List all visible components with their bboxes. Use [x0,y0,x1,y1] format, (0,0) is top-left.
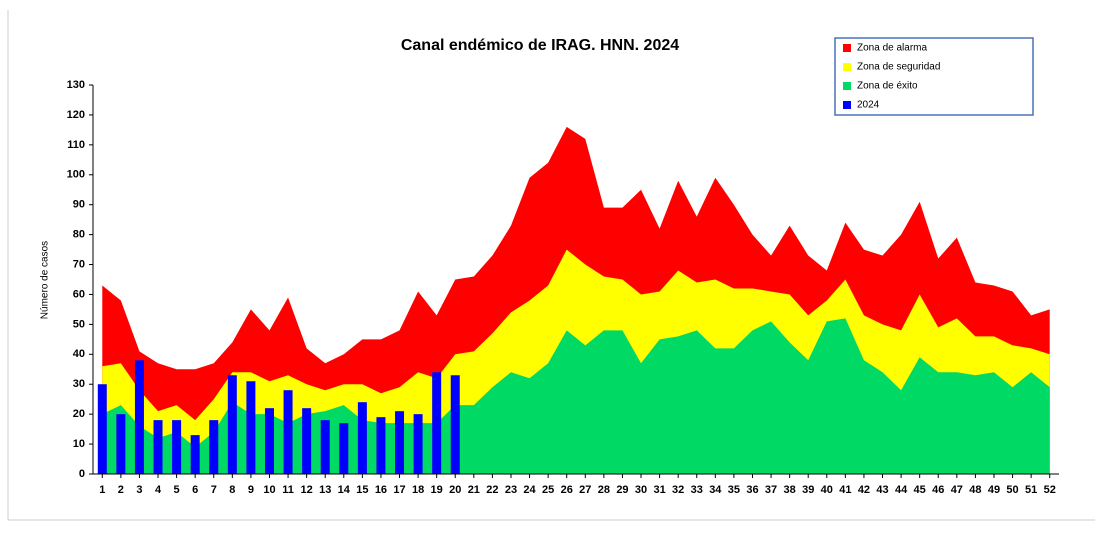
x-tick-label: 6 [192,484,198,496]
x-tick-label: 50 [1006,484,1018,496]
area [102,318,1050,474]
y-tick-label: 60 [73,288,85,300]
bar [190,435,200,474]
x-tick-label: 39 [802,484,814,496]
x-tick-label: 26 [561,484,573,496]
bar [227,375,237,474]
legend-swatch [843,82,851,90]
legend-box [834,37,1034,116]
x-tick-label: 7 [211,484,217,496]
x-tick-label: 5 [174,484,180,496]
y-tick-label: 10 [73,438,85,450]
x-tick-label: 23 [505,484,517,496]
bar [395,411,405,474]
bar [116,414,126,474]
bar [134,360,144,474]
x-tick-label: 32 [672,484,684,496]
legend-swatch [843,44,851,52]
legend-label: 2024 [857,100,880,111]
x-tick-label: 16 [375,484,387,496]
legend-swatch [843,63,851,71]
x-tick-label: 1 [99,484,105,496]
legend-label: Zona de alarma [857,43,927,54]
bar [283,390,293,474]
x-tick-label: 38 [784,484,796,496]
x-tick-label: 51 [1025,484,1037,496]
x-tick-label: 52 [1044,484,1056,496]
x-tick-label: 13 [319,484,331,496]
x-tick-label: 46 [932,484,944,496]
legend-label: Zona de seguridad [857,62,940,73]
y-tick-label: 50 [73,318,85,330]
bar [172,420,182,474]
x-tick-label: 17 [393,484,405,496]
x-tick-label: 9 [248,484,254,496]
x-tick-label: 36 [746,484,758,496]
x-tick-label: 33 [691,484,703,496]
bar [97,384,107,474]
y-axis-label: Número de casos [40,241,51,319]
x-tick-label: 18 [412,484,424,496]
x-tick-label: 20 [449,484,461,496]
y-tick-label: 30 [73,378,85,390]
bar [432,372,442,474]
y-tick-label: 90 [73,199,85,211]
y-tick-label: 20 [73,408,85,420]
y-tick-label: 100 [67,169,85,181]
bar [302,408,312,474]
bar [264,408,274,474]
x-tick-label: 10 [263,484,275,496]
legend-label: Zona de éxito [857,81,918,92]
x-tick-label: 43 [876,484,888,496]
bar [320,420,330,474]
x-tick-label: 8 [229,484,235,496]
y-tick-label: 110 [67,139,85,151]
x-tick-label: 41 [839,484,851,496]
x-tick-label: 22 [486,484,498,496]
x-tick-label: 14 [338,484,351,496]
x-tick-label: 25 [542,484,554,496]
x-tick-label: 30 [635,484,647,496]
x-tick-label: 34 [709,484,722,496]
y-tick-label: 40 [73,348,85,360]
bar [246,381,256,474]
chart-title: Canal endémico de IRAG. HNN. 2024 [401,37,679,54]
x-tick-label: 49 [988,484,1000,496]
legend-swatch [843,101,851,109]
bar [376,417,386,474]
x-tick-label: 44 [895,484,908,496]
x-tick-label: 37 [765,484,777,496]
bar [450,375,460,474]
x-tick-label: 19 [431,484,443,496]
y-tick-label: 80 [73,229,85,241]
x-tick-label: 27 [579,484,591,496]
x-tick-label: 3 [136,484,142,496]
x-tick-label: 31 [653,484,665,496]
y-tick-label: 120 [67,109,85,121]
x-tick-label: 4 [155,484,162,496]
x-tick-label: 47 [951,484,963,496]
x-tick-label: 29 [616,484,628,496]
x-tick-label: 12 [301,484,313,496]
y-tick-label: 0 [79,468,85,480]
x-tick-label: 40 [821,484,833,496]
x-tick-label: 21 [468,484,480,496]
x-tick-label: 48 [969,484,981,496]
bar [339,423,349,474]
x-tick-label: 42 [858,484,870,496]
x-tick-label: 2 [118,484,124,496]
x-tick-label: 11 [282,484,294,496]
x-tick-label: 15 [356,484,368,496]
y-tick-label: 70 [73,258,85,270]
x-tick-label: 45 [914,484,926,496]
bar [209,420,219,474]
x-tick-label: 35 [728,484,740,496]
bar [357,402,367,474]
bar [413,414,423,474]
x-tick-label: 24 [523,484,536,496]
y-tick-label: 130 [67,79,85,91]
x-tick-label: 28 [598,484,610,496]
bar [153,420,163,474]
